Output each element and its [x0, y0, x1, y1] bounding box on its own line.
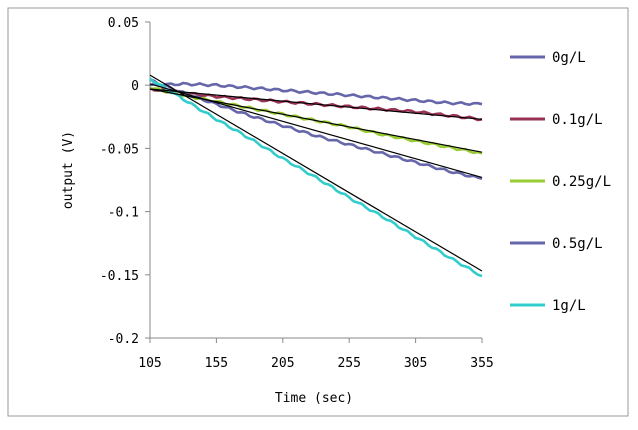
legend-label: 0.25g/L [552, 174, 611, 190]
y-tick-label: 0 [131, 79, 139, 94]
series-lines [149, 77, 483, 278]
x-tick-label: 155 [205, 356, 228, 371]
trendlines [149, 74, 483, 272]
axes: 0.05 0 -0.05 -0.1 -0.15 -0.2 105 155 205 255 305 35… [61, 16, 494, 406]
series-line-0g-L [149, 81, 483, 106]
legend: 0g/L 0.1g/L 0.25g/L 0.5g/L 1g/L [510, 50, 611, 314]
y-tick-label: -0.05 [100, 142, 139, 157]
y-tick-label: -0.2 [108, 332, 139, 347]
x-axis-title: Time (sec) [275, 391, 353, 406]
y-tick-label: 0.05 [108, 16, 139, 31]
series-line-1g-L [149, 77, 483, 278]
x-tick-label: 105 [138, 356, 161, 371]
y-tick-label: -0.1 [108, 206, 139, 221]
chart-border [7, 7, 629, 417]
legend-label: 1g/L [552, 298, 586, 314]
x-tick-label: 205 [271, 356, 294, 371]
x-tick-label: 355 [470, 356, 493, 371]
trendline-1g-L [149, 74, 483, 272]
series-line-0-5g-L [149, 78, 483, 180]
y-tick-label: -0.15 [100, 269, 139, 284]
x-tick-label: 305 [404, 356, 427, 371]
x-tick-label: 255 [337, 356, 360, 371]
series-line-0-1g-L [149, 86, 483, 122]
legend-label: 0g/L [552, 50, 586, 66]
trendline-0-5g-L [149, 83, 483, 179]
legend-label: 0.5g/L [552, 236, 603, 252]
trendline-0-1g-L [149, 88, 483, 120]
legend-label: 0.1g/L [552, 112, 603, 128]
y-axis-title: output (V) [61, 131, 76, 209]
